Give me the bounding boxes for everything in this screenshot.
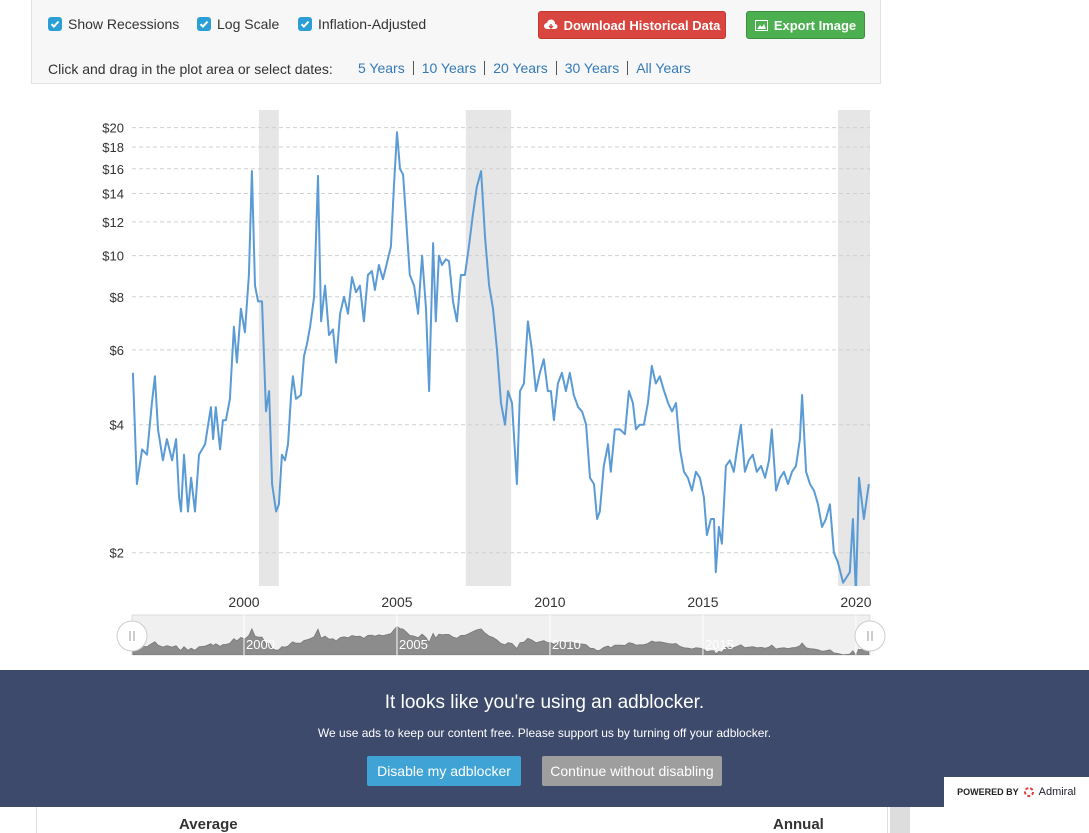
- handle-grip: [129, 631, 135, 641]
- column-header: Average: [179, 816, 238, 833]
- check-mark: [199, 20, 209, 29]
- checkbox-recessions[interactable]: Show Recessions: [48, 15, 179, 33]
- download-button[interactable]: Download Historical Data: [538, 11, 726, 39]
- x-tick-label: 2015: [687, 594, 718, 610]
- admiral-badge[interactable]: POWERED BY Admiral: [944, 777, 1089, 807]
- navigator-handle[interactable]: [116, 620, 148, 652]
- navigator-label: 2010: [552, 637, 581, 652]
- y-tick-label: $10: [102, 249, 124, 264]
- disable-button[interactable]: Disable my adblocker: [367, 756, 521, 786]
- handle-grip: [867, 631, 873, 641]
- y-tick-label: $2: [110, 546, 124, 561]
- range-link[interactable]: 5 Years: [358, 60, 405, 76]
- checkbox-box[interactable]: [298, 17, 312, 31]
- adblock-title: It looks like you're using an adblocker.: [384, 692, 705, 713]
- cloud-icon: [543, 19, 558, 29]
- checkbox-box[interactable]: [197, 17, 211, 31]
- scrollbar[interactable]: [890, 807, 910, 833]
- price-line: [132, 131, 870, 586]
- button-label[interactable]: Download Historical Data: [563, 17, 721, 33]
- table-header: Average Annual: [36, 807, 888, 833]
- navigator-handle[interactable]: [854, 620, 886, 652]
- adblock-message: We use ads to keep our content free. Ple…: [317, 726, 772, 740]
- continue-button[interactable]: Continue without disabling: [542, 756, 722, 786]
- column-header: Annual: [773, 816, 824, 833]
- y-tick-label: $6: [110, 343, 124, 358]
- navigator-area: [132, 625, 870, 655]
- export-button[interactable]: Export Image: [746, 11, 865, 39]
- checkbox-box[interactable]: [48, 17, 62, 31]
- y-tick-label: $20: [102, 121, 124, 136]
- adblock-overlay: It looks like you're using an adblocker.…: [0, 670, 1089, 807]
- chart[interactable]: $2 $4 $6 $8 $10 $12 $14 $16 $18 $20 2000 2005 2010 20…: [0, 0, 1089, 670]
- checkbox-label[interactable]: Inflation-Adjusted: [318, 16, 427, 32]
- checkbox-log[interactable]: Log Scale: [197, 15, 279, 33]
- x-tick-label: 2000: [228, 594, 259, 610]
- range-link[interactable]: 30 Years: [555, 61, 628, 75]
- image-icon: [754, 19, 768, 31]
- check-mark: [50, 20, 60, 29]
- navigator-label: 2005: [399, 637, 428, 652]
- range-link[interactable]: 20 Years: [484, 61, 556, 75]
- navigator-label: 2015: [705, 637, 734, 652]
- y-tick-label: $18: [102, 140, 124, 155]
- badge-brand: Admiral: [1038, 786, 1076, 798]
- range-links: 5 Years 10 Years 20 Years 30 Years All Y…: [350, 61, 699, 75]
- navigator-label: 2000: [246, 637, 275, 652]
- y-tick-label: $4: [110, 418, 124, 433]
- checkbox-label[interactable]: Log Scale: [217, 16, 280, 32]
- y-tick-label: $14: [102, 186, 124, 201]
- check-mark: [300, 20, 310, 29]
- y-tick-label: $16: [102, 162, 124, 177]
- y-tick-label: $8: [110, 290, 124, 305]
- button-label[interactable]: Export Image: [773, 17, 857, 33]
- checkbox-inflation[interactable]: Inflation-Adjusted: [298, 15, 426, 33]
- toolbar: Show Recessions Log Scale Inflation-Adju…: [31, 0, 881, 84]
- checkbox-label[interactable]: Show Recessions: [68, 16, 180, 32]
- range-link[interactable]: All Years: [627, 61, 698, 75]
- y-tick-label: $12: [102, 215, 124, 230]
- x-tick-label: 2020: [840, 594, 871, 610]
- badge-prefix: POWERED BY: [957, 787, 1019, 797]
- x-tick-label: 2010: [534, 594, 565, 610]
- range-prompt: Click and drag in the plot area or selec…: [48, 61, 333, 77]
- x-tick-label: 2005: [381, 594, 412, 610]
- admiral-logo: [1023, 787, 1034, 797]
- range-link[interactable]: 10 Years: [412, 61, 485, 75]
- recession-band: [465, 110, 512, 586]
- recession-band: [258, 110, 279, 586]
